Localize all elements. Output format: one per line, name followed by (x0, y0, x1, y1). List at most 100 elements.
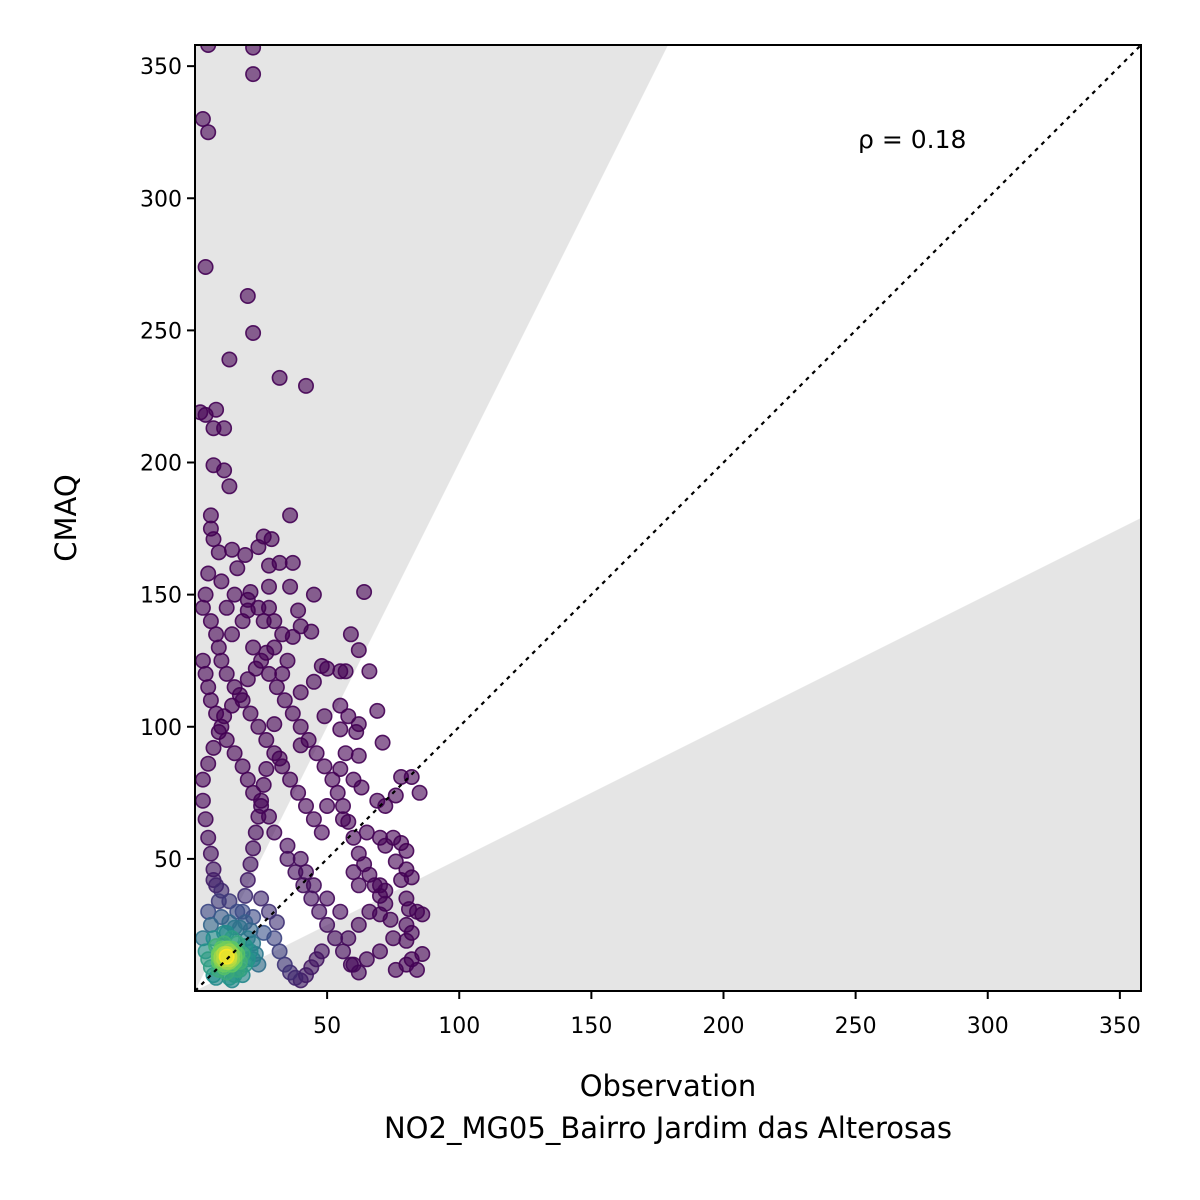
data-point (332, 663, 349, 680)
data-point (200, 565, 217, 582)
data-point (361, 903, 378, 920)
data-point (253, 890, 270, 907)
y-tick-label: 250 (140, 319, 182, 344)
data-point (297, 797, 314, 814)
data-point (247, 660, 264, 677)
data-point (284, 554, 301, 571)
data-point (224, 626, 241, 643)
data-point (202, 916, 219, 933)
data-point (332, 903, 349, 920)
data-point (284, 628, 301, 645)
data-point (258, 760, 275, 777)
data-point (303, 890, 320, 907)
data-point (358, 951, 375, 968)
data-point (348, 723, 365, 740)
data-point (195, 771, 211, 788)
data-point (342, 956, 359, 973)
data-point (276, 692, 293, 709)
y-tick-label: 150 (140, 584, 182, 609)
data-point (260, 578, 277, 595)
data-point (350, 916, 367, 933)
y-tick-label: 50 (154, 848, 182, 873)
one-to-one-reference-line (195, 45, 1141, 991)
data-point (239, 771, 256, 788)
data-point (393, 768, 410, 785)
data-point (271, 943, 288, 960)
scatter-points (195, 45, 431, 989)
data-point (200, 903, 217, 920)
data-point (200, 124, 217, 141)
data-point (316, 758, 333, 775)
x-tick-label: 150 (570, 1014, 612, 1039)
data-point (226, 745, 243, 762)
data-point (332, 697, 349, 714)
y-tick-label: 300 (140, 187, 182, 212)
y-tick-label: 350 (140, 55, 182, 80)
data-point (202, 692, 219, 709)
data-point (263, 531, 280, 548)
data-point (274, 758, 291, 775)
data-point (218, 665, 235, 682)
data-point (197, 258, 214, 275)
data-point (284, 705, 301, 722)
data-point (202, 507, 219, 524)
data-point (319, 890, 336, 907)
y-tick-label: 200 (140, 452, 182, 477)
x-tick-label: 300 (967, 1014, 1009, 1039)
data-point (319, 797, 336, 814)
data-point (245, 324, 262, 341)
data-point (292, 737, 309, 754)
data-point (334, 797, 351, 814)
x-axis-ticks: 50 100 150 200 250 300 350 (313, 991, 1141, 1039)
data-point (340, 708, 357, 725)
data-point (313, 824, 330, 841)
data-point (342, 626, 359, 643)
data-point (197, 406, 214, 423)
data-point (340, 930, 357, 947)
data-point (358, 824, 375, 841)
data-point (200, 755, 217, 772)
data-point (282, 771, 299, 788)
data-point (266, 824, 283, 841)
data-point (239, 671, 256, 688)
data-point (385, 930, 402, 947)
data-point (350, 642, 367, 659)
correlation-annotation: ρ = 0.18 (858, 125, 966, 154)
data-point (411, 784, 428, 801)
data-point (316, 708, 333, 725)
data-point (361, 663, 378, 680)
data-point (260, 903, 277, 920)
data-point (216, 462, 233, 479)
data-point (345, 829, 362, 846)
y-tick-label: 100 (140, 716, 182, 741)
shaded-region-2 (195, 518, 1141, 991)
data-point (319, 916, 336, 933)
data-point (245, 639, 262, 656)
data-point (208, 626, 225, 643)
data-point (295, 877, 312, 894)
data-point (334, 943, 351, 960)
data-point (369, 792, 386, 809)
data-point (242, 856, 259, 873)
data-point (250, 718, 267, 735)
data-point (260, 557, 277, 574)
data-point (250, 808, 267, 825)
data-point (279, 837, 296, 854)
data-point (353, 779, 370, 796)
data-point (221, 893, 238, 910)
data-point (200, 829, 217, 846)
data-point (305, 673, 322, 690)
data-point (377, 837, 394, 854)
data-point (197, 586, 214, 603)
data-point (216, 420, 233, 437)
data-point (287, 864, 304, 881)
data-point (387, 961, 404, 978)
data-point (327, 930, 344, 947)
data-point (242, 705, 259, 722)
data-point (400, 901, 417, 918)
data-point (226, 586, 243, 603)
data-point (371, 943, 388, 960)
data-point (258, 731, 275, 748)
data-point (237, 546, 254, 563)
data-point (224, 541, 241, 558)
